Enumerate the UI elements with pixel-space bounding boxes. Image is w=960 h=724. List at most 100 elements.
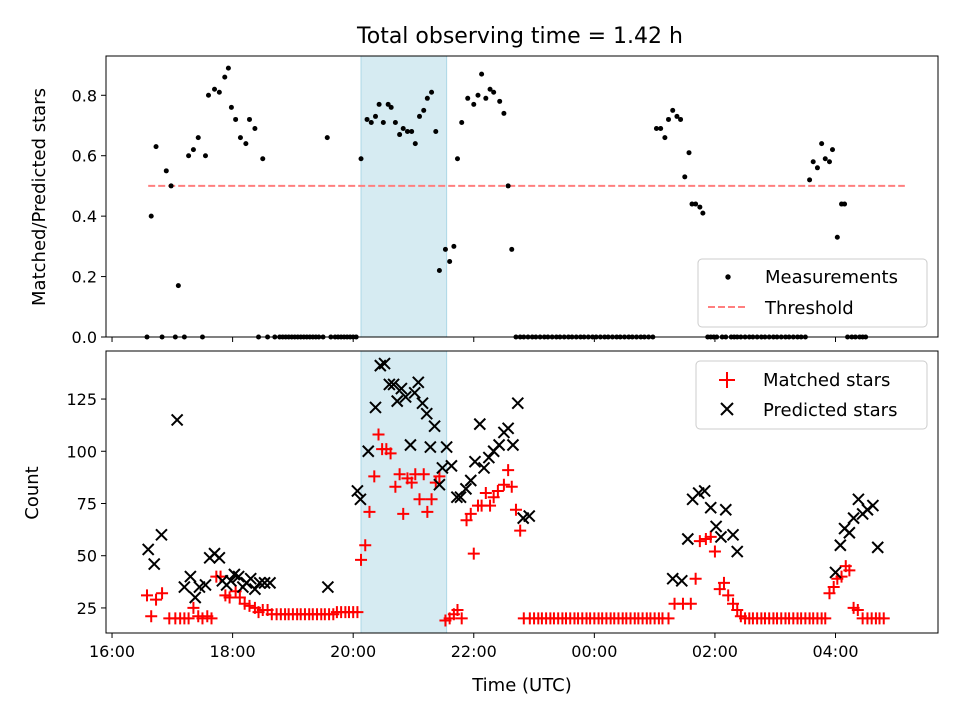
measurement-point bbox=[471, 101, 477, 107]
predicted-point bbox=[428, 419, 441, 433]
measurement-point bbox=[666, 116, 672, 122]
matched-point bbox=[722, 589, 735, 602]
matched-point bbox=[827, 581, 840, 594]
predicted-point bbox=[492, 438, 506, 452]
predicted-point bbox=[148, 557, 161, 571]
x-tick-label: 16:00 bbox=[89, 642, 135, 661]
measurement-point bbox=[412, 141, 418, 147]
matched-point bbox=[509, 503, 522, 516]
matched-point bbox=[487, 491, 500, 504]
predicted-point bbox=[416, 397, 429, 410]
matched-point bbox=[689, 572, 702, 585]
x-tick-label: 00:00 bbox=[571, 642, 617, 661]
measurement-point bbox=[459, 119, 465, 125]
x-tick-label: 18:00 bbox=[210, 642, 256, 661]
predicted-point bbox=[248, 582, 262, 596]
measurement-point bbox=[216, 89, 222, 95]
matched-point bbox=[397, 507, 410, 520]
matched-point bbox=[877, 612, 890, 625]
measurement-point bbox=[810, 159, 816, 165]
predicted-point bbox=[468, 455, 482, 468]
measurement-point bbox=[682, 174, 688, 180]
measurement-point bbox=[697, 204, 703, 210]
predicted-point bbox=[834, 539, 847, 552]
predicted-point bbox=[523, 509, 536, 523]
predicted-point bbox=[719, 503, 732, 516]
matched-point bbox=[514, 524, 527, 537]
measurement-point bbox=[700, 210, 706, 216]
bottom-panel: 25 50 75 100 125 16:00 18:00 20:00 22:00 00:00 02:… bbox=[66, 350, 939, 661]
top-legend: Measurements Threshold bbox=[697, 258, 928, 328]
matched-point bbox=[156, 587, 169, 600]
matched-point bbox=[455, 612, 468, 625]
predicted-point bbox=[852, 493, 865, 506]
bottom-legend: Matched stars Predicted stars bbox=[695, 360, 928, 430]
matched-point bbox=[693, 535, 706, 548]
predicted-point bbox=[424, 440, 437, 454]
matched-point bbox=[355, 553, 368, 566]
predicted-point bbox=[412, 376, 425, 389]
matched-point bbox=[484, 499, 497, 512]
predicted-point bbox=[378, 357, 391, 370]
measurement-point bbox=[487, 86, 493, 92]
measurement-point bbox=[447, 258, 453, 264]
predicted-point bbox=[420, 407, 433, 420]
measurement-point bbox=[658, 126, 664, 132]
measurement-point bbox=[822, 156, 828, 162]
measurement-point bbox=[505, 183, 511, 189]
measurement-point bbox=[260, 156, 266, 162]
measurement-point bbox=[442, 246, 448, 252]
predicted-point bbox=[871, 541, 884, 554]
measurement-point bbox=[168, 183, 174, 189]
matched-point bbox=[835, 570, 848, 583]
legend-threshold-label: Threshold bbox=[764, 298, 854, 319]
matched-point bbox=[363, 505, 376, 518]
predicted-point bbox=[843, 526, 856, 539]
predicted-point bbox=[731, 545, 744, 558]
y-tick-label: 100 bbox=[66, 442, 97, 461]
predicted-point bbox=[866, 499, 880, 512]
predicted-point bbox=[506, 438, 520, 452]
predicted-point bbox=[704, 501, 717, 514]
matched-point bbox=[713, 583, 726, 596]
matched-point bbox=[205, 612, 218, 625]
measurement-point bbox=[195, 135, 201, 141]
measurement-point bbox=[186, 153, 192, 159]
y-tick-label: 0.6 bbox=[72, 147, 97, 166]
measurement-point bbox=[400, 126, 406, 132]
y-tick-label: 0.2 bbox=[72, 268, 97, 287]
top-panel: 0.0 0.2 0.4 0.6 0.8 bbox=[72, 55, 939, 347]
measurement-point bbox=[368, 119, 374, 125]
predicted-point bbox=[184, 570, 197, 583]
measurement-point bbox=[479, 71, 485, 77]
measurement-point bbox=[205, 92, 211, 98]
measurement-point bbox=[237, 135, 243, 141]
measurement-point bbox=[424, 95, 430, 101]
matched-point bbox=[413, 493, 426, 506]
matched-point bbox=[662, 612, 675, 625]
matched-point bbox=[851, 604, 864, 617]
x-tick-label: 20:00 bbox=[330, 642, 376, 661]
matched-point bbox=[421, 505, 434, 518]
measurement-point bbox=[233, 116, 239, 122]
matched-point bbox=[372, 428, 385, 441]
y-tick-label: 125 bbox=[66, 390, 97, 409]
matched-point bbox=[389, 480, 402, 493]
predicted-point bbox=[232, 570, 245, 583]
chart-title: Total observing time = 1.42 h bbox=[356, 24, 683, 49]
highlight-span bbox=[360, 350, 448, 634]
matched-point bbox=[223, 591, 236, 604]
measurement-point bbox=[252, 126, 258, 132]
predicted-point bbox=[395, 382, 408, 395]
measurement-point bbox=[807, 177, 813, 183]
measurement-point bbox=[429, 89, 435, 95]
measurement-point bbox=[421, 107, 427, 113]
predicted-point bbox=[387, 378, 400, 391]
measurement-point bbox=[829, 147, 835, 153]
predicted-point bbox=[445, 459, 458, 473]
measurement-point bbox=[686, 150, 692, 156]
predicted-point bbox=[354, 493, 367, 506]
matched-point bbox=[140, 589, 153, 602]
matched-point bbox=[479, 487, 492, 500]
measurement-point bbox=[212, 86, 218, 92]
